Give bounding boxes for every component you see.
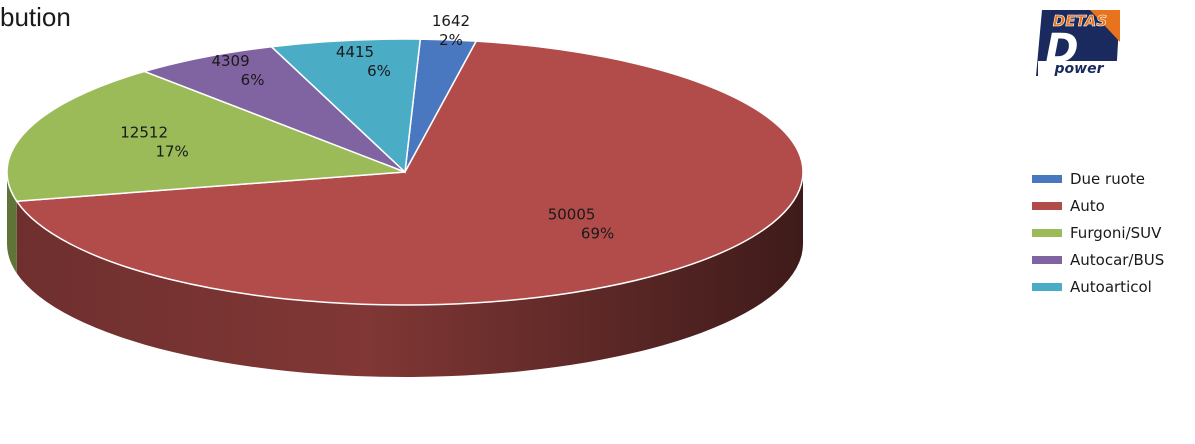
chart-title: bution: [0, 2, 71, 32]
pie-slice: [15, 40, 804, 306]
legend-swatch: [1032, 283, 1062, 291]
detas-power-logo: DETAS D power: [1030, 6, 1125, 78]
pie-slice: [269, 38, 422, 174]
data-label-percent: 17%: [155, 142, 188, 160]
data-label-percent: 6%: [241, 71, 265, 89]
legend-label: Furgoni/SUV: [1070, 224, 1162, 242]
pie-slice-side: [6, 172, 17, 274]
legend-item: Furgoni/SUV: [1032, 222, 1164, 244]
data-label-value: 50005: [548, 205, 596, 223]
data-label-percent: 2%: [439, 31, 463, 49]
data-label-value: 4309: [211, 52, 249, 70]
legend-swatch: [1032, 202, 1062, 210]
data-label-value: 4415: [336, 43, 374, 61]
logo-bottom-text: power: [1054, 61, 1105, 77]
legend-item: Auto: [1032, 195, 1164, 217]
data-label-percent: 6%: [367, 62, 391, 80]
legend-label: Due ruote: [1070, 170, 1146, 188]
data-label-value: 1642: [432, 12, 470, 30]
legend-swatch: [1032, 256, 1062, 264]
pie-slice-side: [16, 172, 803, 377]
data-label-percent: 69%: [581, 224, 614, 242]
legend-item: Autocar/BUS: [1032, 249, 1164, 271]
legend-label: Auto: [1070, 197, 1105, 215]
data-label-value: 12512: [120, 123, 168, 141]
chart-legend: Due ruote Auto Furgoni/SUV Autocar/BUS A…: [1032, 168, 1164, 303]
legend-label: Autoarticol: [1070, 278, 1152, 296]
logo-top-text: DETAS: [1053, 12, 1107, 30]
legend-item: Due ruote: [1032, 168, 1164, 190]
pie-slice: [142, 45, 406, 173]
legend-swatch: [1032, 175, 1062, 183]
legend-item: Autoarticol: [1032, 276, 1164, 298]
legend-swatch: [1032, 229, 1062, 237]
pie-slice: [6, 70, 406, 203]
legend-label: Autocar/BUS: [1070, 251, 1165, 269]
